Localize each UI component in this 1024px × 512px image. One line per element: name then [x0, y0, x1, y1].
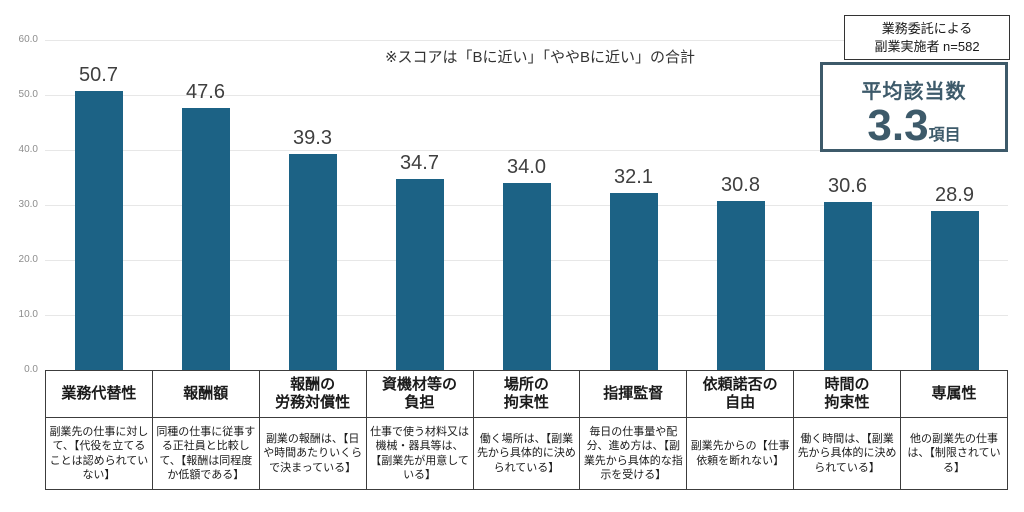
bar-value-label: 39.3 — [293, 126, 332, 149]
category-header-cell: 専属性 — [900, 370, 1008, 418]
bar-column: 34.7 — [366, 40, 473, 370]
bar-value-label: 34.0 — [507, 156, 546, 178]
bar-column: 50.7 — [45, 40, 152, 370]
gridline — [45, 95, 1008, 96]
bar-column: 47.6 — [152, 40, 259, 370]
category-description-cell: 副業の報酬は、【日や時間あたりいくらで決まっている】 — [258, 417, 367, 490]
category-description-cell: 副業先からの【仕事依頼を断れない】 — [686, 417, 795, 490]
bar — [395, 179, 444, 370]
bar-value-label: 32.1 — [614, 166, 653, 189]
category-header-cell: 指揮監督 — [579, 370, 688, 418]
average-count-value: 3.3 — [867, 101, 929, 150]
category-header-row: 業務代替性 報酬額 報酬の 労務対償性 資機材等の 負担 場所の 拘束性 指揮監督 依頼諾否の 自由… — [45, 370, 1008, 418]
bar — [609, 193, 658, 370]
gridline — [45, 40, 1008, 41]
bar-value-label: 47.6 — [186, 81, 225, 104]
average-count-box: 平均該当数 3.3項目 — [820, 62, 1008, 152]
y-axis-tick-label: 0.0 — [24, 364, 38, 375]
bar-column: 39.3 — [259, 40, 366, 370]
bar — [502, 183, 551, 370]
bar-value-label: 34.7 — [400, 152, 439, 175]
category-header-cell: 報酬額 — [151, 370, 260, 418]
bar-value-label: 28.9 — [935, 184, 974, 207]
category-description-row: 副業先の仕事に対して、【代役を立てることは認められていない】 同種の仕事に従事する… — [45, 417, 1008, 490]
category-header-cell: 報酬の 労務対償性 — [258, 370, 367, 418]
bar-column: 28.9 — [901, 40, 1008, 370]
y-axis-tick-label: 30.0 — [18, 199, 38, 210]
category-description-cell: 働く時間は、【副業先から具体的に決められている】 — [793, 417, 901, 490]
category-description-cell: 働く場所は、【副業先から具体的に決められている】 — [472, 417, 581, 490]
average-count-title: 平均該当数 — [861, 81, 967, 103]
category-header-cell: 場所の 拘束性 — [472, 370, 581, 418]
category-header-cell: 資機材等の 負担 — [365, 370, 474, 418]
category-description-cell: 毎日の仕事量や配分、進め方は、【副業先から具体的な指示を受ける】 — [579, 417, 688, 490]
bar — [74, 91, 123, 370]
bar-column: 30.8 — [687, 40, 794, 370]
category-description-cell: 副業先の仕事に対して、【代役を立てることは認められていない】 — [45, 417, 153, 490]
category-header-cell: 業務代替性 — [45, 370, 153, 418]
category-table: 業務代替性 報酬額 報酬の 労務対償性 資機材等の 負担 場所の 拘束性 指揮監督 依頼諾否の 自由… — [45, 370, 1008, 490]
category-description-cell: 他の副業先の仕事は、【制限されている】 — [900, 417, 1008, 490]
average-count-row: 3.3項目 — [823, 104, 1005, 148]
bar-value-label: 30.8 — [721, 173, 760, 196]
bar — [181, 108, 230, 370]
average-count-unit: 項目 — [928, 127, 961, 144]
score-note: ※スコアは「Bに近い」「ややBに近い」の合計 — [384, 49, 696, 66]
sample-size-line1: 業務委託による — [881, 21, 973, 36]
sample-size-line2: 副業実施者 n=582 — [874, 38, 980, 54]
y-axis-tick-label: 40.0 — [18, 144, 38, 155]
bar — [930, 211, 979, 370]
bar-column: 32.1 — [580, 40, 687, 370]
bar-value-label: 30.6 — [828, 174, 867, 197]
bar-value-label: 50.7 — [79, 64, 118, 87]
category-header-cell: 依頼諾否の 自由 — [686, 370, 795, 418]
sample-size-box: 業務委託による 副業実施者 n=582 — [844, 15, 1010, 61]
y-axis-tick-label: 50.0 — [18, 89, 38, 100]
gridline — [45, 150, 1008, 151]
category-description-cell: 仕事で使う材料又は機械・器具等は、【副業先が用意している】 — [365, 417, 474, 490]
category-description-cell: 同種の仕事に従事する正社員と比較して、【報酬は同程度か低額である】 — [151, 417, 260, 490]
bar — [716, 200, 765, 370]
y-axis-tick-label: 10.0 — [18, 309, 38, 320]
bar-chart: 0.0 10.0 20.0 30.0 40.0 50.0 60.0 50.7 47.6 39.3 3… — [19, 34, 1008, 375]
y-axis-tick-label: 20.0 — [18, 254, 38, 265]
bar-column: 30.6 — [794, 40, 901, 370]
category-header-cell: 時間の 拘束性 — [793, 370, 901, 418]
bar-column: 34.0 — [473, 40, 580, 370]
bar — [288, 153, 337, 370]
y-axis-tick-label: 60.0 — [18, 34, 38, 45]
bar — [823, 201, 872, 370]
